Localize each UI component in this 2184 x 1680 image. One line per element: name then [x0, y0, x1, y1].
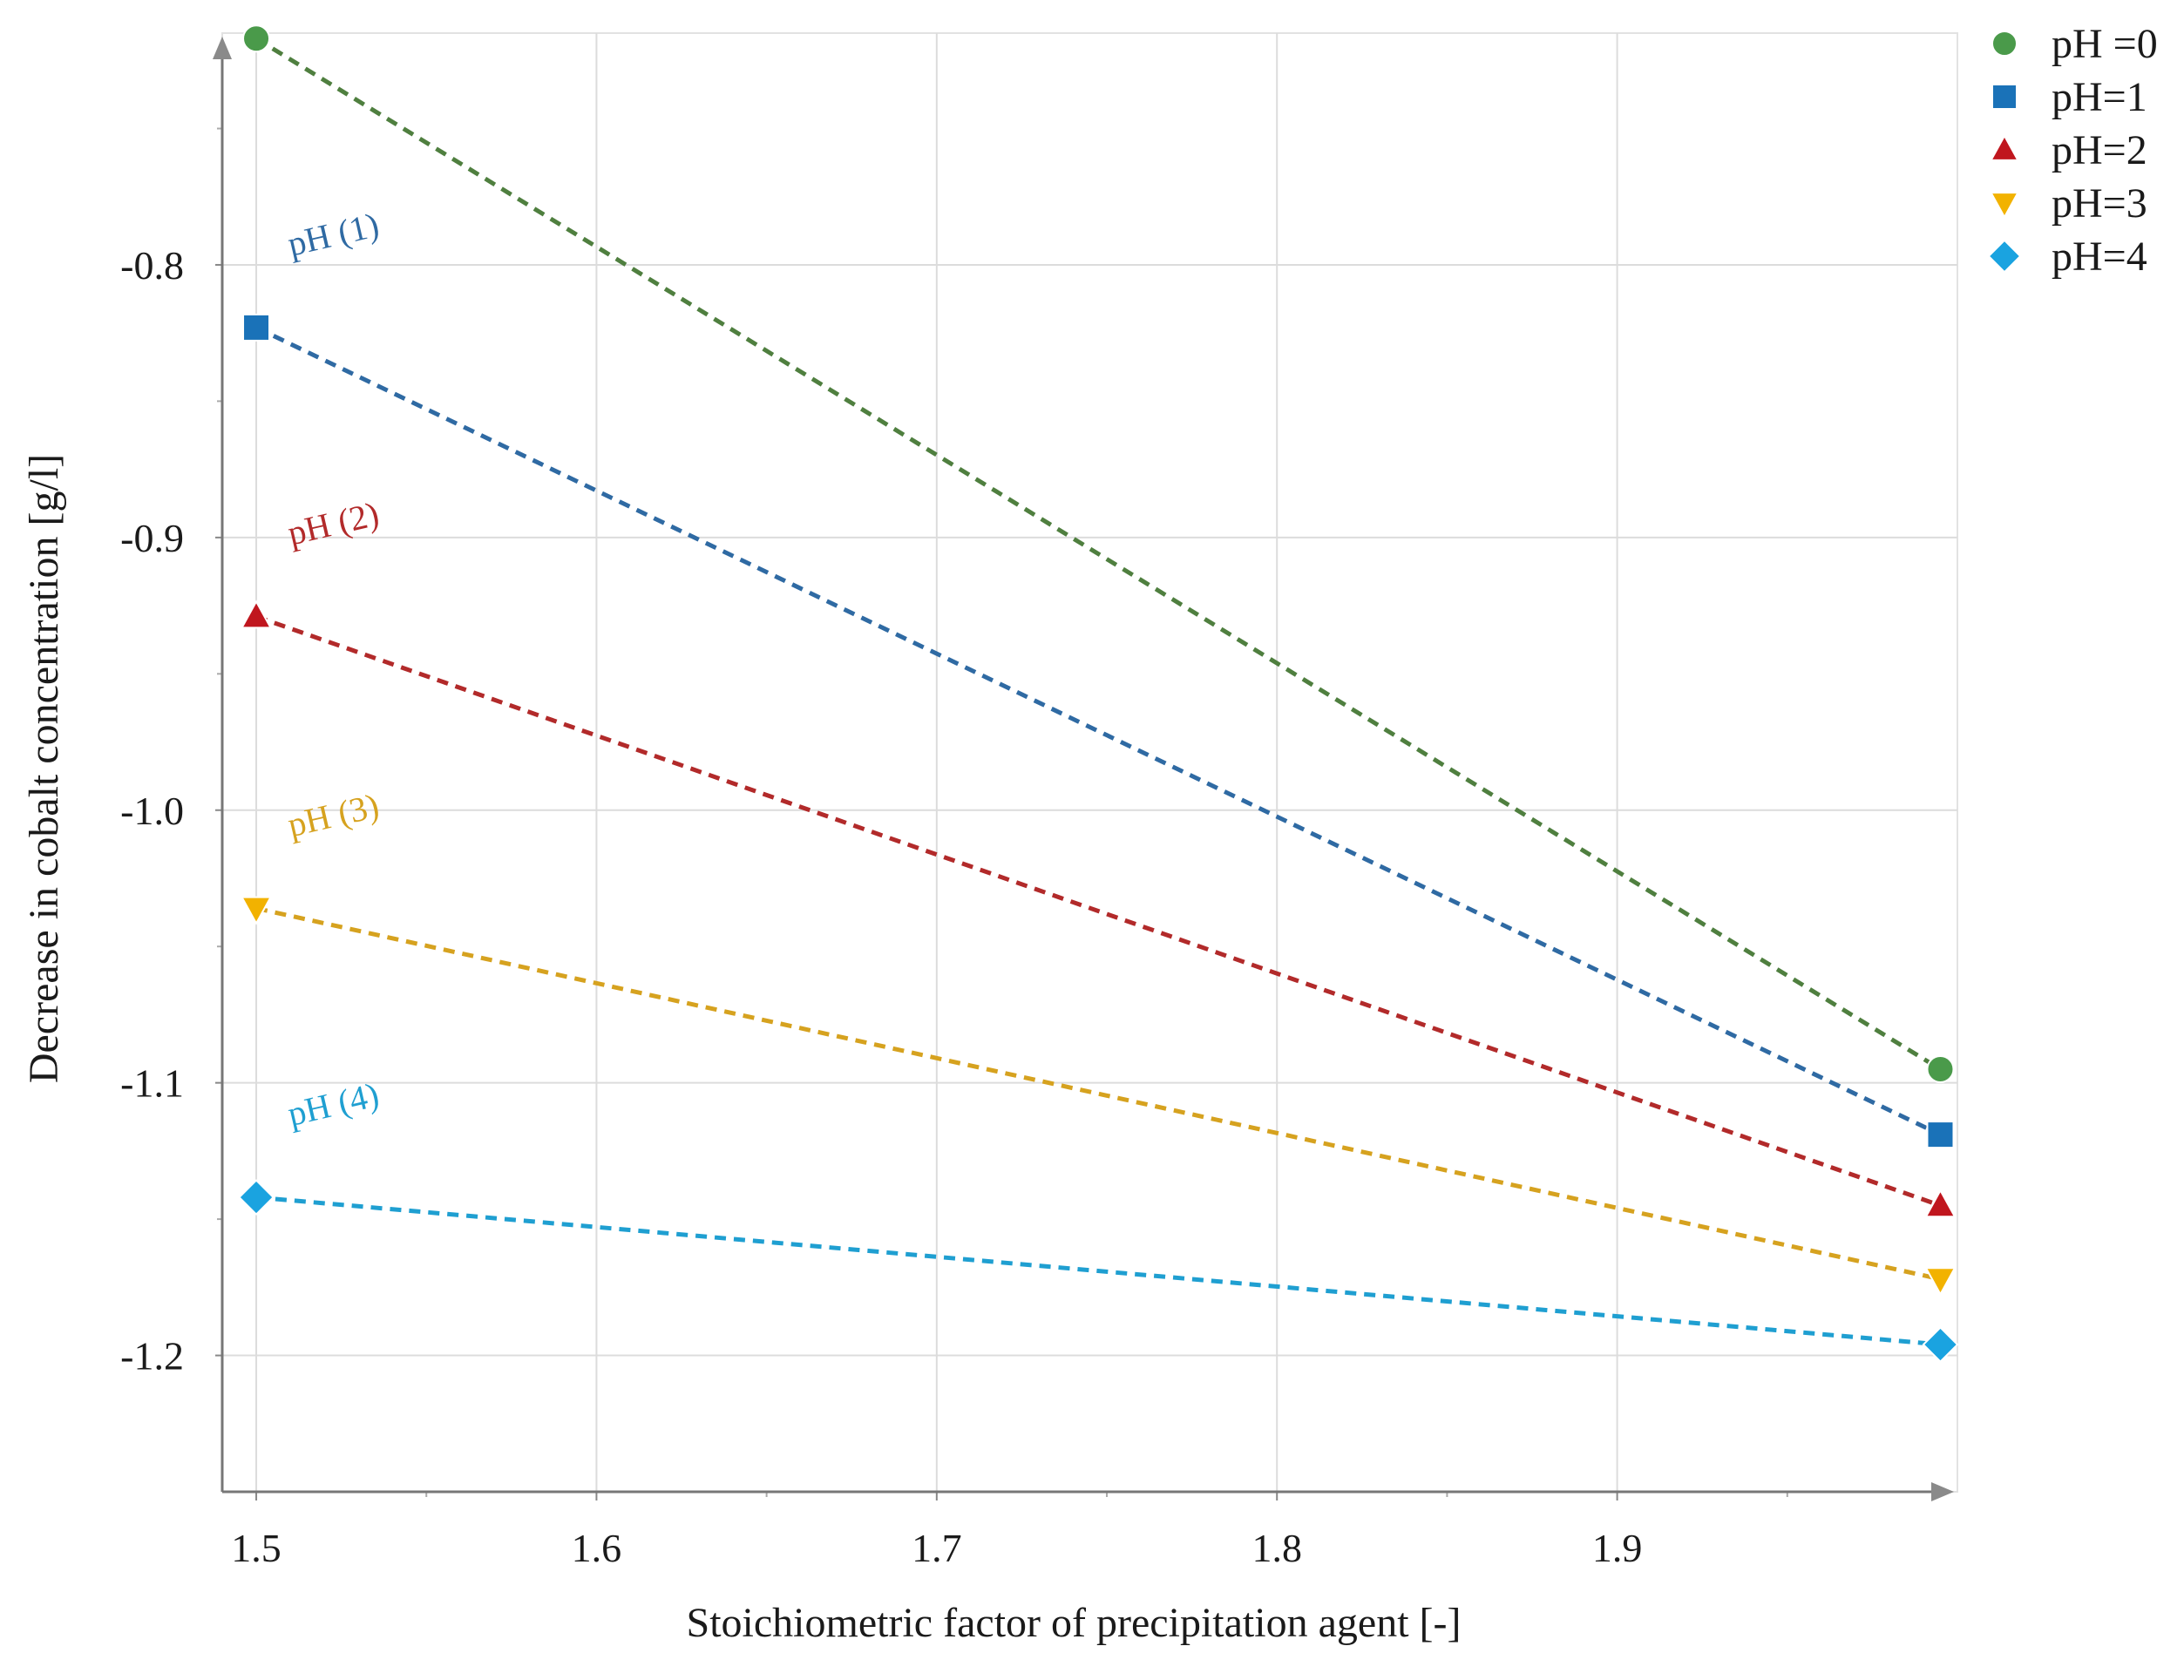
legend: pH =0 pH=1 pH=2 pH=3 pH=4 [1987, 21, 2158, 280]
y-axis-title: Decrease in cobalt concentration [g/l] [21, 454, 67, 1083]
x-axis-title: Stoichiometric factor of precipitation a… [687, 1600, 1462, 1646]
legend-marker [1989, 192, 2020, 220]
legend-label: pH =0 [2052, 21, 2158, 67]
series-line [255, 1195, 1941, 1347]
x-axis-arrow [1931, 1482, 1954, 1501]
legend-label: pH=3 [2052, 180, 2147, 227]
plot-frame [221, 32, 1958, 1493]
x-tick-label: 1.8 [1251, 1526, 1302, 1570]
legend-marker [1991, 84, 2018, 110]
y-tick-label: -1.1 [120, 1061, 184, 1106]
series-annotations: pH (1)pH (2)pH (3)pH (4) [284, 205, 383, 1134]
data-point [1922, 1326, 1959, 1363]
y-tick-label: -0.9 [120, 516, 184, 560]
legend-label: pH=2 [2052, 127, 2147, 173]
series-line [255, 905, 1942, 1282]
data-point [242, 24, 271, 53]
legend-label: pH=4 [2052, 234, 2147, 280]
legend-marker [1987, 239, 2022, 274]
series-lines [254, 37, 1942, 1347]
data-point [1924, 1189, 1957, 1218]
series-line [255, 614, 1942, 1208]
data-point [242, 313, 271, 342]
data-point [238, 1179, 275, 1216]
data-point [240, 600, 273, 629]
series-annotation: pH (2) [284, 494, 383, 553]
legend-marker [1991, 30, 2018, 57]
legend-marker [1989, 133, 2020, 161]
data-point [1926, 1055, 1955, 1084]
data-point [240, 896, 273, 925]
x-tick-label: 1.7 [912, 1526, 962, 1570]
y-axis-arrow [213, 37, 232, 59]
series-annotation: pH (3) [284, 786, 383, 845]
series-markers [238, 24, 1959, 1363]
x-tick-label: 1.9 [1592, 1526, 1643, 1570]
series-line [254, 37, 1942, 1072]
y-tick-label: -1.2 [120, 1334, 184, 1379]
series-line [254, 325, 1942, 1137]
x-tick-label: 1.6 [572, 1526, 622, 1570]
data-point [1926, 1121, 1955, 1149]
series-annotation: pH (1) [284, 205, 383, 264]
axes: 1.5 1.6 1.7 1.8 1.9 -0.8 -0.9 -1.0 -1.1 -1.2 [120, 37, 1954, 1570]
x-tick-label: 1.5 [231, 1526, 281, 1570]
grid [221, 32, 1958, 1493]
y-tick-label: -0.8 [120, 243, 184, 288]
legend-label: pH=1 [2052, 74, 2147, 120]
y-tick-label: -1.0 [120, 789, 184, 833]
data-point [1924, 1267, 1957, 1297]
